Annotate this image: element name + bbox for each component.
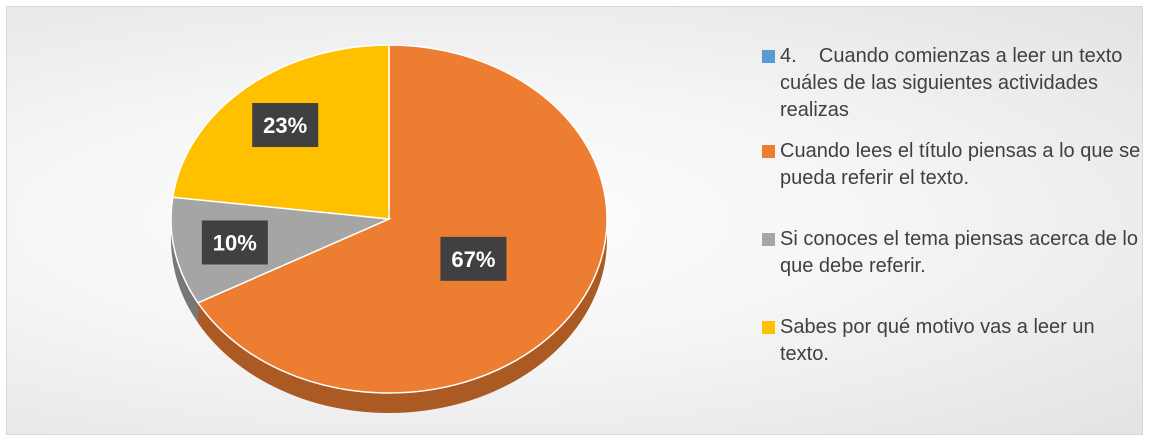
legend-label-2: Cuando lees el título piensas a lo que s… (780, 140, 1141, 189)
pie-slice-1 (196, 44, 608, 394)
data-label-2: 10% (201, 220, 268, 265)
legend-item-2: Cuando lees el título piensas a lo que s… (762, 138, 1142, 192)
svg-text:67%: 67% (451, 247, 495, 272)
data-label-1: 67% (440, 236, 507, 281)
legend-label-1: 4. Cuando comienzas a leer un texto cuál… (780, 45, 1123, 121)
svg-text:23%: 23% (263, 113, 307, 138)
legend: 4. Cuando comienzas a leer un texto cuál… (762, 43, 1142, 382)
legend-label-3: Si conoces el tema piensas acerca de lo … (780, 228, 1138, 277)
svg-text:10%: 10% (213, 230, 257, 255)
pie-3d-sides (171, 219, 607, 413)
legend-swatch-yellow (762, 321, 775, 334)
data-label-3: 23% (252, 103, 319, 148)
legend-item-4: Sabes por qué motivo vas a leer un texto… (762, 314, 1142, 368)
slice-side-2 (171, 219, 198, 323)
pie-data-labels: 67% 10% 23% (201, 103, 507, 281)
legend-item-1: 4. Cuando comienzas a leer un texto cuál… (762, 43, 1142, 124)
legend-swatch-orange (762, 145, 775, 158)
legend-item-3: Si conoces el tema piensas acerca de lo … (762, 226, 1142, 280)
chart-area: 67% 10% 23% 4. Cuando comienzas a leer un … (6, 6, 1143, 435)
legend-swatch-gray (762, 233, 775, 246)
pie-slices (170, 44, 608, 394)
legend-swatch-blue (762, 50, 775, 63)
pie-chart: 67% 10% 23% (170, 44, 608, 413)
legend-label-4: Sabes por qué motivo vas a leer un texto… (780, 316, 1095, 365)
